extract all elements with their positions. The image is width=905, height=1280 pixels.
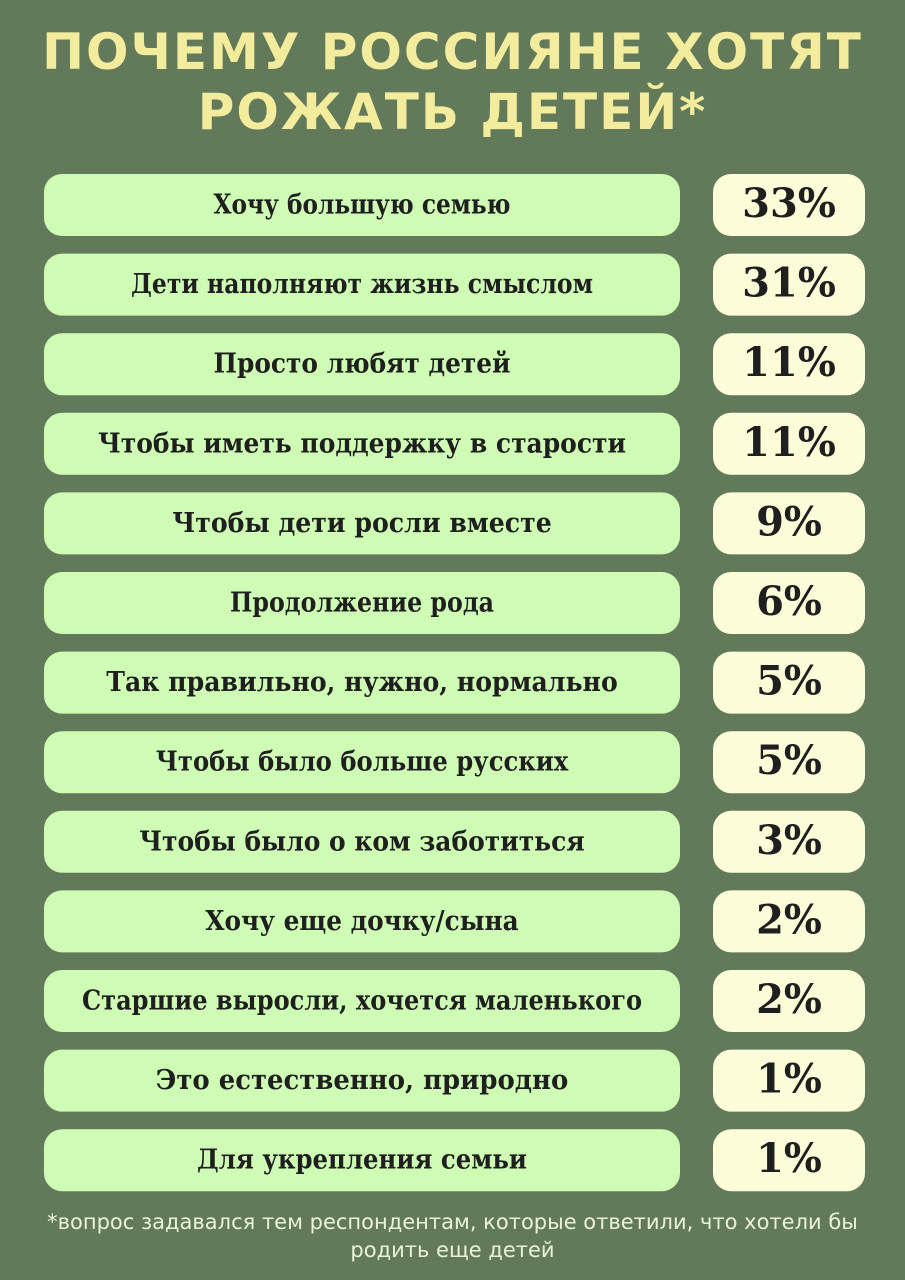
category-label: Чтобы иметь поддержку в старости xyxy=(98,428,626,459)
category-label: Это естественно, природно xyxy=(156,1065,569,1096)
row-2: Дети наполняют жизнь смыслом 31% xyxy=(44,253,865,316)
category-label: Старшие выросли, хочется маленького xyxy=(82,986,642,1017)
row-8: Чтобы было больше русских 5% xyxy=(44,731,865,794)
value-box xyxy=(713,970,865,1032)
value-box xyxy=(713,731,865,794)
value-label: 31% xyxy=(742,260,836,307)
value-box xyxy=(713,333,865,396)
value-box xyxy=(713,492,865,555)
category-label: Просто любят детей xyxy=(214,349,511,380)
category-label: Чтобы было больше русских xyxy=(156,747,569,778)
value-label: 33% xyxy=(742,180,836,227)
row-4: Чтобы иметь поддержку в старости 11% xyxy=(44,412,865,475)
label-box xyxy=(44,651,680,714)
value-box xyxy=(713,651,865,714)
label-box xyxy=(44,970,680,1032)
row-6: Продолжение рода 6% xyxy=(44,572,865,634)
label-box xyxy=(44,253,680,316)
category-label: Хочу большую семью xyxy=(214,190,511,221)
label-box xyxy=(44,1129,680,1192)
category-label: Чтобы было о ком заботиться xyxy=(139,826,585,857)
value-label: 1% xyxy=(756,1135,822,1182)
value-label: 5% xyxy=(756,658,822,705)
row-1: Хочу большую семью 33% xyxy=(44,174,865,236)
value-label: 11% xyxy=(742,419,836,466)
value-box xyxy=(713,412,865,475)
label-box xyxy=(44,174,680,236)
label-box xyxy=(44,1049,680,1112)
label-box xyxy=(44,890,680,953)
category-label: Дети наполняют жизнь смыслом xyxy=(131,269,593,300)
label-box xyxy=(44,333,680,396)
category-label: Чтобы дети росли вместе xyxy=(172,508,552,539)
row-5: Чтобы дети росли вместе 9% xyxy=(44,492,865,555)
footnote: *вопрос задавался тем респондентам, кото… xyxy=(47,1210,858,1262)
page-title: ПОЧЕМУ РОССИЯНЕ ХОТЯТ РОЖАТЬ ДЕТЕЙ* xyxy=(0,22,905,142)
value-box xyxy=(713,572,865,634)
value-label: 2% xyxy=(756,976,822,1023)
value-label: 6% xyxy=(756,578,822,625)
value-box xyxy=(713,890,865,953)
row-10: Хочу еще дочку/сына 2% xyxy=(44,890,865,953)
value-label: 1% xyxy=(756,1056,822,1103)
row-9: Чтобы было о ком заботиться 3% xyxy=(44,810,865,873)
label-box xyxy=(44,572,680,634)
value-box xyxy=(713,174,865,236)
row-3: Просто любят детей 11% xyxy=(44,333,865,396)
row-7: Так правильно, нужно, нормально 5% xyxy=(44,651,865,714)
value-label: 3% xyxy=(756,817,822,864)
label-box xyxy=(44,731,680,794)
value-label: 9% xyxy=(756,498,822,545)
label-box xyxy=(44,492,680,555)
value-box xyxy=(713,253,865,316)
value-label: 11% xyxy=(742,339,836,386)
row-13: Для укрепления семьи 1% xyxy=(44,1129,865,1192)
title-line-1: ПОЧЕМУ РОССИЯНЕ ХОТЯТ xyxy=(42,23,863,81)
value-label: 2% xyxy=(756,896,822,943)
category-label: Для укрепления семьи xyxy=(197,1145,527,1176)
value-box xyxy=(713,1049,865,1112)
label-box xyxy=(44,412,680,475)
value-box xyxy=(713,1129,865,1192)
value-label: 5% xyxy=(756,737,822,784)
value-box xyxy=(713,810,865,873)
row-12: Это естественно, природно 1% xyxy=(44,1049,865,1112)
category-label: Хочу еще дочку/сына xyxy=(205,906,519,937)
label-box xyxy=(44,810,680,873)
title-line-2: РОЖАТЬ ДЕТЕЙ* xyxy=(197,83,708,141)
row-11: Старшие выросли, хочется маленького 2% xyxy=(44,970,865,1032)
category-label: Так правильно, нужно, нормально xyxy=(106,667,618,698)
category-label: Продолжение рода xyxy=(230,588,494,619)
